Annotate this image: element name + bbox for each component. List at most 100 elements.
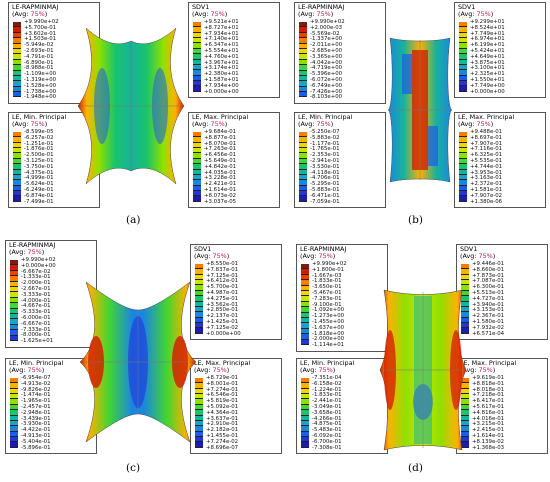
legend-color-swatch bbox=[10, 426, 18, 432]
legend-color-swatch bbox=[10, 314, 18, 320]
legend-color-swatch bbox=[10, 303, 18, 309]
legend-color-swatch bbox=[13, 59, 21, 66]
legend-color-swatch bbox=[461, 420, 469, 427]
legend-value: +3.875e+01 bbox=[470, 59, 505, 66]
legend-color-swatch bbox=[299, 86, 307, 93]
legend-value: -4.422e-01 bbox=[21, 427, 51, 434]
legend-avg-prefix: (Avg: bbox=[298, 120, 317, 128]
legend-value: -1.528e+00 bbox=[24, 82, 57, 89]
legend-avg-suffix: ) bbox=[226, 366, 230, 374]
legend-color-swatch bbox=[10, 394, 18, 400]
legend-color-swatch bbox=[193, 185, 201, 191]
legend-color-swatch bbox=[13, 180, 21, 186]
legend-value: +9.990e+02 bbox=[24, 19, 59, 25]
legend-a-rapminmaj: LE-RAPMINMAJ (Avg: 75%) +9.990e+02 +5.700e-… bbox=[8, 2, 100, 105]
legend-value: -2.457e-01 bbox=[21, 403, 51, 410]
legend-title: LE-RAPMINMAJ bbox=[300, 245, 347, 253]
legend-color-swatch bbox=[13, 190, 21, 197]
legend-value: +5.092e-01 bbox=[206, 403, 239, 410]
legend-value: +7.837e-01 bbox=[206, 266, 239, 273]
panel-label-d: (d) bbox=[408, 462, 423, 474]
legend-color-swatch bbox=[10, 410, 18, 416]
legend-color-swatch bbox=[299, 75, 307, 82]
legend-value: +3.174e+01 bbox=[204, 65, 239, 72]
legend-avg-prefix: (Avg: bbox=[9, 366, 28, 374]
legend-value: -5.483e-01 bbox=[312, 427, 342, 434]
panel-label-c: (c) bbox=[126, 462, 141, 474]
legend-value: -1.092e+00 bbox=[312, 307, 345, 314]
legend-avg-suffix: ) bbox=[44, 10, 48, 18]
legend-value: -7.351e-04 bbox=[312, 375, 342, 381]
legend-title: LE, Max. Principal bbox=[192, 113, 249, 121]
legend-value: +9.990e+02 bbox=[21, 257, 56, 263]
legend-c-max-principal: LE, Max. Principal (Avg: 75%) +8.729e-01 +8… bbox=[190, 358, 282, 455]
legend-color-swatch bbox=[299, 48, 307, 55]
legend-averaging: (Avg: 75%) bbox=[457, 253, 547, 261]
legend-value: -4.913e-02 bbox=[21, 380, 51, 387]
legend-value: -6.749e+00 bbox=[310, 82, 343, 89]
legend-color-swatch bbox=[301, 388, 309, 395]
legend-value: +4.987e-01 bbox=[206, 289, 239, 296]
legend-color-swatch bbox=[299, 22, 307, 28]
legend-value: -3.750e-01 bbox=[24, 163, 54, 170]
legend-color-swatch bbox=[10, 335, 18, 342]
legend-value: +2.380e+01 bbox=[204, 71, 239, 78]
legend-value: +7.140e+01 bbox=[204, 36, 239, 43]
legend-value: -5.404e-01 bbox=[21, 438, 51, 445]
legend-value: +9.521e+01 bbox=[204, 19, 239, 25]
legend-value: +6.546e-01 bbox=[206, 392, 239, 399]
legend-color-swatch bbox=[459, 158, 467, 165]
panel-label-b: (b) bbox=[408, 214, 423, 226]
legend-value: +7.087e-01 bbox=[472, 278, 505, 285]
legend-color-swatch bbox=[13, 137, 21, 143]
legend-value: +1.800e-01 bbox=[312, 266, 345, 273]
legend-color-swatch bbox=[301, 280, 309, 286]
legend-color-swatch bbox=[299, 169, 307, 175]
legend-value: +2.182e-01 bbox=[206, 427, 239, 434]
legend-avg-percent: 75% bbox=[316, 10, 331, 18]
legend-value: +5.617e-01 bbox=[472, 403, 505, 410]
legend-avg-prefix: (Avg: bbox=[192, 10, 211, 18]
legend-a-sdv1: SDV1 (Avg: 75%) +9.521e+01 +8.727e+01 +7.934… bbox=[188, 2, 280, 99]
legend-value: +8.727e+01 bbox=[204, 24, 239, 31]
legend-value: -2.000e+00 bbox=[312, 336, 345, 343]
legend-value: -1.667e-03 bbox=[312, 272, 342, 279]
legend-value: -2.941e-01 bbox=[310, 157, 340, 164]
legend-color-swatch bbox=[459, 148, 467, 154]
legend-value: -3.333e-01 bbox=[21, 291, 51, 298]
legend-title: LE, Max. Principal bbox=[194, 359, 251, 367]
legend-value: +3.953e-01 bbox=[470, 169, 503, 176]
legend-avg-suffix: ) bbox=[490, 10, 494, 18]
legend-color-swatch bbox=[13, 174, 21, 181]
legend-value: +3.602e-01 bbox=[24, 30, 57, 37]
legend-value: -6.700e-01 bbox=[312, 438, 342, 445]
legend-color-bar bbox=[461, 378, 469, 448]
legend-value: +5.700e-01 bbox=[24, 24, 57, 31]
legend-color-swatch bbox=[195, 306, 203, 313]
legend-value: +1.580e-01 bbox=[472, 318, 505, 325]
legend-value: -5.624e-01 bbox=[24, 181, 54, 188]
legend-color-swatch bbox=[461, 317, 469, 323]
legend-value: +8.001e-01 bbox=[206, 380, 239, 387]
legend-color-swatch bbox=[10, 415, 18, 421]
legend-value: +2.325e+01 bbox=[470, 71, 505, 78]
legend-value: -5.896e-01 bbox=[21, 444, 51, 451]
legend-value: +8.697e-01 bbox=[470, 134, 503, 141]
legend-color-swatch bbox=[301, 394, 309, 400]
legend-value: +9.990e+02 bbox=[312, 261, 347, 267]
legend-color-swatch bbox=[461, 404, 469, 411]
legend-color-swatch bbox=[195, 420, 203, 427]
legend-value: +4.649e+01 bbox=[470, 53, 505, 60]
legend-color-swatch bbox=[195, 290, 203, 297]
legend-color-swatch bbox=[459, 48, 467, 55]
legend-value: -3.530e-01 bbox=[310, 163, 340, 170]
legend-value: +7.749e+01 bbox=[470, 30, 505, 37]
legend-color-swatch bbox=[195, 415, 203, 421]
legend-color-swatch bbox=[195, 280, 203, 286]
legend-color-swatch bbox=[461, 269, 469, 275]
legend-title: LE, Max. Principal bbox=[460, 359, 517, 367]
legend-title: LE-RAPMINMAJ bbox=[12, 3, 59, 11]
legend-avg-percent: 75% bbox=[27, 366, 42, 374]
legend-color-swatch bbox=[195, 312, 203, 318]
legend-color-swatch bbox=[459, 196, 467, 202]
